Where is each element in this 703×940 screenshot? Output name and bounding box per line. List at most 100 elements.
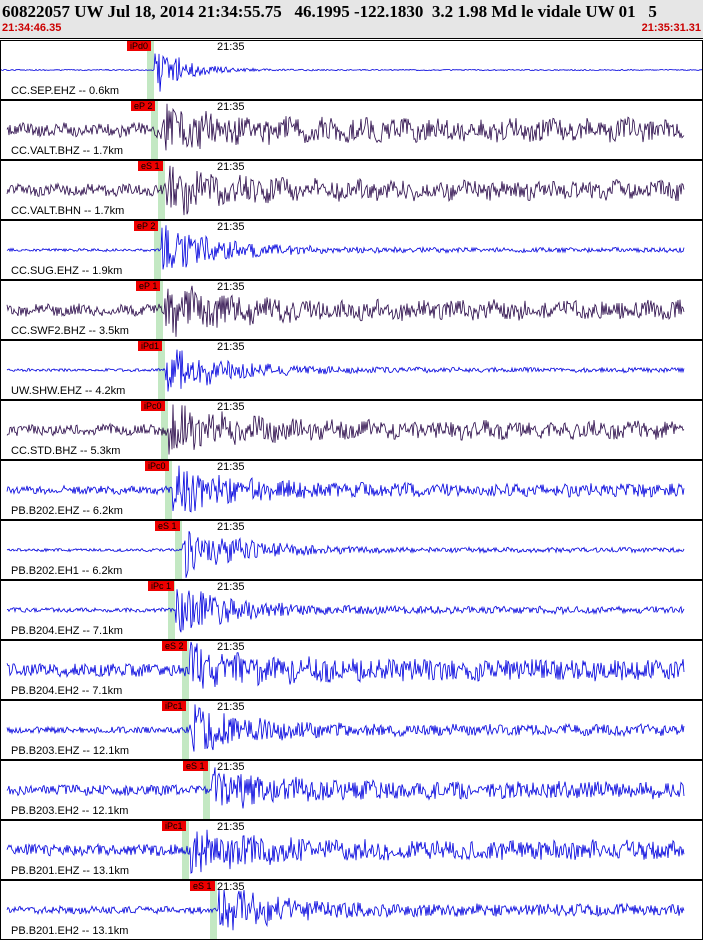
minute-mark-label: 21:35 <box>217 221 245 233</box>
pick-label[interactable]: iPc1 <box>162 821 186 831</box>
minute-mark-label: 21:35 <box>217 521 245 533</box>
pick-label[interactable]: iPc0 <box>145 461 169 471</box>
pick-marker-line <box>210 881 217 939</box>
station-label: CC.SWF2.BHZ -- 3.5km <box>11 325 129 337</box>
waveform-path <box>6 404 685 455</box>
station-label: PB.B201.EH2 -- 13.1km <box>11 925 129 937</box>
station-label: PB.B204.EH2 -- 7.1km <box>11 685 123 697</box>
minute-mark-label: 21:35 <box>217 701 245 713</box>
pick-label[interactable]: iPc0 <box>141 401 165 411</box>
pick-label[interactable]: eS 1 <box>183 761 208 771</box>
window-start-time: 21:34:46.35 <box>2 22 62 34</box>
waveform <box>6 103 685 151</box>
trace-row[interactable]: iPc1 21:35 PB.B201.EHZ -- 13.1km <box>0 820 703 880</box>
station-label: UW.SHW.EHZ -- 4.2km <box>11 385 126 397</box>
minute-mark-label: 21:35 <box>217 101 245 113</box>
station-label: CC.STD.BHZ -- 5.3km <box>11 445 121 457</box>
pick-label[interactable]: iPd0 <box>127 41 152 51</box>
waveform <box>6 404 685 455</box>
trace-row[interactable]: eP 2 21:35 CC.VALT.BHZ -- 1.7km <box>0 100 703 160</box>
trace-row[interactable]: eS 1 21:35 PB.B202.EH1 -- 6.2km <box>0 520 703 580</box>
station-label: CC.SUG.EHZ -- 1.9km <box>11 265 123 277</box>
pick-label[interactable]: eS 2 <box>162 641 187 651</box>
pick-label[interactable]: iPc 1 <box>148 581 175 591</box>
waveform <box>6 829 685 874</box>
minute-mark-label: 21:35 <box>217 641 245 653</box>
trace-row[interactable]: iPd0 21:35 CC.SEP.EHZ -- 0.6km <box>0 40 703 100</box>
minute-mark-label: 21:35 <box>217 761 245 773</box>
waveform <box>6 589 685 633</box>
minute-mark-label: 21:35 <box>217 821 245 833</box>
waveform-path <box>6 889 685 931</box>
trace-row[interactable]: eS 2 21:35 PB.B204.EH2 -- 7.1km <box>0 640 703 700</box>
trace-row[interactable]: eP 1 21:35 CC.SWF2.BHZ -- 3.5km <box>0 280 703 340</box>
waveform-path <box>6 349 685 392</box>
trace-row[interactable]: iPc1 21:35 PB.B203.EHZ -- 12.1km <box>0 700 703 760</box>
station-label: PB.B203.EH2 -- 12.1km <box>11 805 129 817</box>
waveform-path <box>6 465 685 513</box>
waveform <box>1 53 702 92</box>
waveform-path <box>6 225 685 270</box>
minute-mark-label: 21:35 <box>217 401 245 413</box>
pick-label[interactable]: eP 2 <box>131 101 156 111</box>
event-header: 60822057 UW Jul 18, 2014 21:34:55.75 46.… <box>0 0 703 39</box>
waveform-path <box>6 767 685 809</box>
waveform <box>6 349 685 392</box>
minute-mark-label: 21:35 <box>217 281 245 293</box>
pick-label[interactable]: eP 1 <box>136 281 161 291</box>
minute-mark-label: 21:35 <box>217 41 245 53</box>
waveform-path <box>6 103 685 151</box>
trace-row[interactable]: iPc0 21:35 CC.STD.BHZ -- 5.3km <box>0 400 703 460</box>
trace-row[interactable]: eS 1 21:35 PB.B201.EH2 -- 13.1km <box>0 880 703 940</box>
station-label: CC.VALT.BHN -- 1.7km <box>11 205 125 217</box>
pick-marker-line <box>182 701 189 759</box>
waveform <box>6 225 685 270</box>
minute-mark-label: 21:35 <box>217 161 245 173</box>
station-label: PB.B204.EHZ -- 7.1km <box>11 625 123 637</box>
trace-row[interactable]: iPc 1 21:35 PB.B204.EHZ -- 7.1km <box>0 580 703 640</box>
station-label: CC.SEP.EHZ -- 0.6km <box>11 85 119 97</box>
waveform-path <box>6 641 685 689</box>
waveform-path <box>6 829 685 874</box>
waveform <box>6 465 685 513</box>
pick-marker-line <box>158 341 165 399</box>
pick-label[interactable]: iPc1 <box>162 701 186 711</box>
pick-marker-line <box>161 401 168 459</box>
window-end-time: 21:35:31.31 <box>641 22 701 34</box>
waveform <box>6 531 685 578</box>
waveform <box>6 704 685 752</box>
pick-label[interactable]: eS 1 <box>155 521 180 531</box>
minute-mark-label: 21:35 <box>217 341 245 353</box>
waveform <box>6 165 685 216</box>
pick-label[interactable]: iPd1 <box>138 341 163 351</box>
waveform-path <box>6 531 685 578</box>
minute-mark-label: 21:35 <box>217 461 245 473</box>
station-label: CC.VALT.BHZ -- 1.7km <box>11 145 124 157</box>
station-label: PB.B203.EHZ -- 12.1km <box>11 745 129 757</box>
station-label: PB.B201.EHZ -- 13.1km <box>11 865 129 877</box>
pick-marker-line <box>154 221 161 279</box>
trace-row[interactable]: iPc0 21:35 PB.B202.EHZ -- 6.2km <box>0 460 703 520</box>
station-label: PB.B202.EH1 -- 6.2km <box>11 565 123 577</box>
waveform <box>6 767 685 809</box>
trace-row[interactable]: eP 2 21:35 CC.SUG.EHZ -- 1.9km <box>0 220 703 280</box>
waveform-path <box>6 704 685 752</box>
trace-row[interactable]: iPd1 21:35 UW.SHW.EHZ -- 4.2km <box>0 340 703 400</box>
waveform-path <box>1 53 702 92</box>
event-title: 60822057 UW Jul 18, 2014 21:34:55.75 46.… <box>2 2 657 21</box>
pick-marker-line <box>151 101 158 159</box>
minute-mark-label: 21:35 <box>217 881 245 893</box>
trace-row[interactable]: eS 1 21:35 PB.B203.EH2 -- 12.1km <box>0 760 703 820</box>
pick-label[interactable]: eS 1 <box>138 161 163 171</box>
waveform <box>6 641 685 689</box>
pick-label[interactable]: eS 1 <box>190 881 215 891</box>
pick-label[interactable]: eP 2 <box>134 221 159 231</box>
waveform <box>6 889 685 931</box>
minute-mark-label: 21:35 <box>217 581 245 593</box>
trace-row[interactable]: eS 1 21:35 CC.VALT.BHN -- 1.7km <box>0 160 703 220</box>
station-label: PB.B202.EHZ -- 6.2km <box>11 505 123 517</box>
pick-marker-line <box>182 821 189 879</box>
waveform-path <box>6 285 685 337</box>
waveform-path <box>6 589 685 633</box>
seismogram-panel: iPd0 21:35 CC.SEP.EHZ -- 0.6km eP 2 21:35 CC.… <box>0 40 703 940</box>
